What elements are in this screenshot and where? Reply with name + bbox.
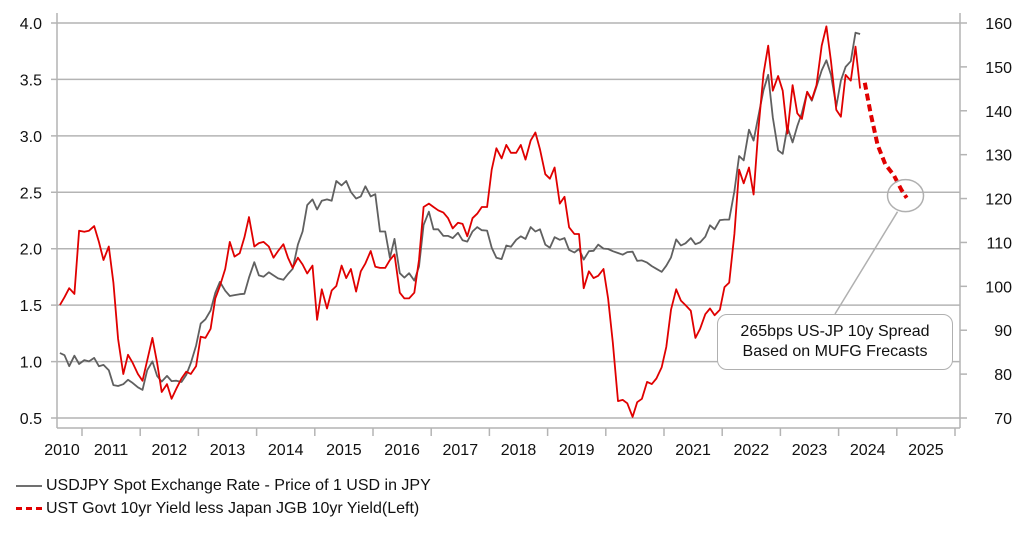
y-left-tick-label: 1.0: [20, 355, 42, 372]
y-left-tick-label: 2.0: [20, 242, 42, 259]
annotation-circle: [886, 178, 925, 213]
legend-item-usdjpy: USDJPY Spot Exchange Rate - Price of 1 U…: [16, 474, 431, 497]
x-tick-label: 2016: [384, 442, 420, 459]
gridlines: [51, 22, 960, 419]
annotation-marks: [834, 178, 925, 315]
x-tick-label: 2014: [268, 442, 304, 459]
legend: USDJPY Spot Exchange Rate - Price of 1 U…: [16, 474, 431, 520]
y-left-tick-label: 3.5: [20, 72, 42, 89]
legend-label: USDJPY Spot Exchange Rate - Price of 1 U…: [46, 476, 431, 494]
x-tick-label: 2022: [734, 442, 770, 459]
y-right-tick-label: 130: [985, 148, 1012, 165]
y-right-tick-label: 150: [985, 60, 1012, 77]
series-line-spread: [59, 25, 861, 418]
y-left-tick-label: 2.5: [20, 185, 42, 202]
series-lines: [59, 25, 909, 418]
y-left-tick-label: 4.0: [20, 16, 42, 33]
legend-item-spread: UST Govt 10yr Yield less Japan JGB 10yr …: [16, 497, 431, 520]
chart: 0.5 1.0 1.5 2.0 2.5 3.0 3.5 4.0 70 80 90 100 110 120 1…: [20, 13, 1012, 459]
y-left-tick-label: 3.0: [20, 129, 42, 146]
x-tick-label: 2011: [94, 442, 129, 459]
x-tick-label: 2018: [501, 442, 537, 459]
legend-label: UST Govt 10yr Yield less Japan JGB 10yr …: [46, 499, 420, 517]
series-line-usdjpy: [59, 31, 861, 391]
y-right-tick-label: 120: [985, 192, 1012, 209]
y-right-tick-label: 140: [985, 104, 1012, 121]
series-line-spread-forecast: [862, 82, 909, 199]
axes: 0.5 1.0 1.5 2.0 2.5 3.0 3.5 4.0 70 80 90 100 110 120 1…: [20, 13, 1012, 459]
x-tick-label: 2015: [326, 442, 362, 459]
y-right-tick-label: 110: [986, 235, 1012, 252]
x-tick-label: 2023: [792, 442, 828, 459]
x-tick-label: 2025: [908, 442, 944, 459]
annotation-leader-line: [834, 211, 899, 315]
annotation-box: 265bps US-JP 10y Spread Based on MUFG Fr…: [717, 314, 953, 370]
annotation-line1: 265bps US-JP 10y Spread: [740, 323, 930, 340]
y-left-tick-label: 0.5: [20, 411, 42, 428]
x-tick-label: 2024: [850, 442, 886, 459]
y-right-tick-label: 80: [994, 367, 1012, 384]
legend-swatch-solid-grey: [16, 484, 42, 487]
x-tick-label: 2020: [617, 442, 653, 459]
x-tick-label: 2019: [559, 442, 595, 459]
x-tick-label: 2021: [675, 442, 711, 459]
y-right-tick-label: 160: [985, 16, 1012, 33]
y-right-tick-label: 70: [994, 411, 1012, 428]
y-left-tick-label: 1.5: [20, 298, 42, 315]
legend-swatch-dashed-red: [16, 507, 42, 510]
x-tick-label: 2013: [210, 442, 246, 459]
x-tick-label: 2010: [44, 442, 80, 459]
x-tick-label: 2017: [443, 442, 479, 459]
y-right-tick-label: 100: [985, 279, 1012, 296]
annotation-line2: Based on MUFG Frecasts: [742, 343, 928, 360]
y-right-tick-label: 90: [994, 323, 1012, 340]
x-tick-label: 2012: [152, 442, 188, 459]
